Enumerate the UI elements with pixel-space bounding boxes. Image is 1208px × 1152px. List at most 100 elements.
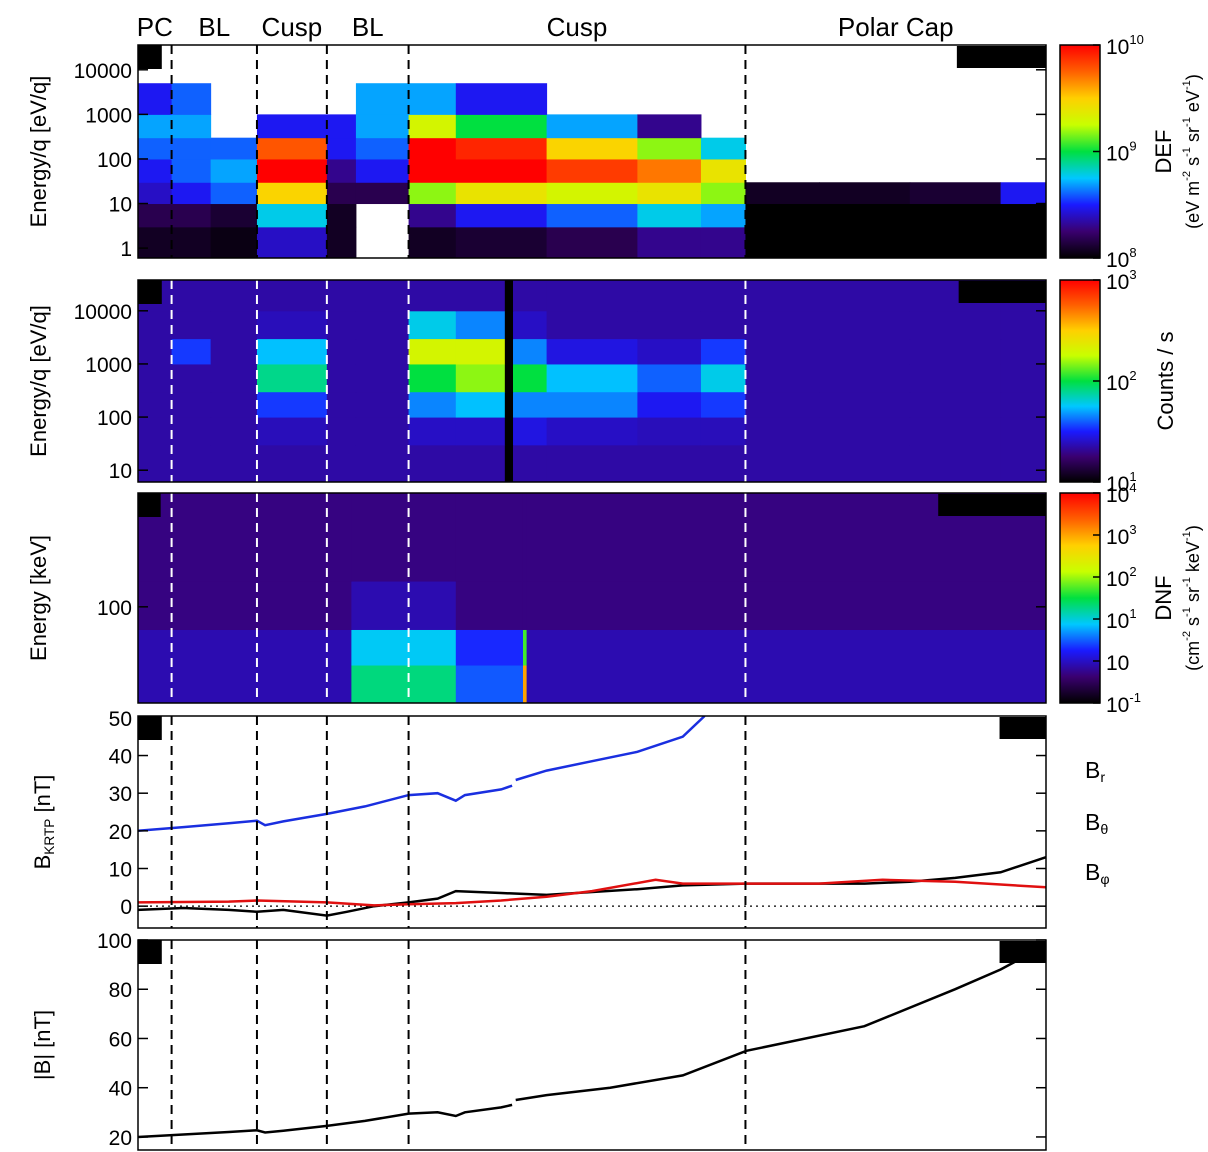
panel-label-box: [138, 716, 162, 740]
heatmap-cell: [138, 444, 173, 482]
heatmap-cell: [210, 203, 258, 228]
heatmap-cell: [909, 417, 1002, 446]
heatmap-cell: [455, 83, 548, 115]
panel-label: c): [141, 494, 158, 516]
heatmap-cell: [408, 444, 457, 482]
heatmap-cell: [210, 280, 258, 312]
heatmap-cell: [819, 391, 911, 418]
heatmap-cell: [171, 83, 212, 115]
heatmap-cell: [355, 114, 410, 139]
heatmap-cell: [700, 444, 746, 482]
heatmap-cell: [171, 158, 212, 183]
y-tick-label: 1: [120, 238, 132, 261]
heatmap-cell: [138, 137, 173, 160]
heatmap-cell: [408, 114, 457, 139]
colorbar-title: Counts / s: [1153, 331, 1178, 430]
heatmap-cell: [819, 310, 911, 340]
heatmap-cell: [326, 226, 357, 258]
series-line: [138, 878, 1046, 907]
y-axis-label: |B| [nT]: [30, 1010, 55, 1080]
heatmap-cell: [1000, 417, 1046, 446]
heatmap-cell: [504, 391, 514, 418]
colorbar-tick-label: 108: [1106, 245, 1137, 272]
heatmap-cell: [745, 417, 820, 446]
heatmap-cell: [256, 444, 328, 482]
heatmap-cell: [256, 417, 328, 446]
heatmap-cell: [138, 338, 173, 365]
heatmap-cell: [256, 391, 328, 418]
instrument-label: CAPS-ELS: [964, 49, 1043, 66]
heatmap-cell: [637, 444, 702, 482]
heatmap-cell: [408, 226, 457, 258]
y-tick-label: 80: [109, 979, 132, 1002]
legend-label: Bφ: [1085, 859, 1110, 888]
heatmap-cell: [326, 391, 357, 418]
heatmap-cell: [408, 363, 457, 393]
y-tick-label: 10: [109, 858, 132, 881]
heatmap-cell: [210, 338, 258, 365]
heatmap-cell: [171, 338, 212, 365]
heatmap-cell: [546, 310, 638, 340]
heatmap-cell: [210, 226, 258, 258]
heatmap-cell: [637, 137, 702, 160]
y-tick-label: 100: [97, 407, 132, 430]
heatmap-cell: [1000, 363, 1046, 393]
colorbar-tick-label: 1010: [1106, 32, 1144, 59]
heatmap-cell: [455, 203, 548, 228]
heatmap-cell: [819, 226, 911, 258]
legend-label: Br: [1085, 757, 1105, 786]
region-label: BL: [352, 12, 384, 42]
heatmap-cell: [1000, 310, 1046, 340]
heatmap-cell: [171, 182, 212, 205]
heatmap-cell: [138, 417, 173, 446]
heatmap-cell: [504, 363, 514, 393]
heatmap-cell: [355, 137, 410, 160]
instrument-label-box: [999, 941, 1046, 963]
heatmap-cell: [408, 158, 457, 183]
region-label: Cusp: [262, 12, 323, 42]
heatmap-cell: [819, 444, 911, 482]
heatmap-cell: [351, 665, 457, 703]
heatmap-cell: [171, 203, 212, 228]
colorbar-tick-label: 102: [1106, 368, 1137, 395]
heatmap-cell: [455, 338, 506, 365]
heatmap-cell: [355, 83, 410, 115]
heatmap-cell: [355, 338, 410, 365]
heatmap-cell: [546, 182, 638, 205]
heatmap-cell: [504, 444, 514, 482]
heatmap-cell: [546, 444, 638, 482]
heatmap-cell: [408, 83, 457, 115]
y-axis-label: Energy/q [eV/q]: [26, 76, 51, 228]
heatmap-cell: [700, 203, 746, 228]
legend-label: Bθ: [1085, 809, 1108, 838]
heatmap-cell: [455, 310, 506, 340]
panel-label: e): [141, 941, 159, 963]
heatmap-cell: [326, 363, 357, 393]
heatmap-cell: [526, 581, 1046, 630]
heatmap-cell: [138, 363, 173, 393]
heatmap-cell: [455, 363, 506, 393]
y-axis-label: Energy/q [eV/q]: [26, 305, 51, 457]
heatmap-cell: [355, 363, 410, 393]
y-tick-label: 10: [109, 460, 132, 483]
heatmap-cell: [171, 280, 212, 312]
heatmap-cell: [455, 226, 548, 258]
heatmap-cell: [1000, 182, 1046, 205]
heatmap-cell: [637, 226, 702, 258]
y-tick-label: 20: [109, 1126, 132, 1149]
heatmap-cell: [455, 391, 506, 418]
heatmap-cell: [504, 417, 514, 446]
heatmap-cell: [637, 363, 702, 393]
heatmap-cell: [408, 182, 457, 205]
heatmap-cell: [745, 444, 820, 482]
instrument-label-box: [956, 46, 1046, 68]
panel-frame: [137, 279, 1047, 483]
heatmap-cell: [138, 493, 352, 582]
heatmap-cell: [171, 137, 212, 160]
series-line: [138, 856, 1046, 917]
heatmap-cell: [745, 203, 820, 228]
heatmap-cell: [455, 158, 548, 183]
heatmap-cell: [513, 338, 548, 365]
heatmap-cell: [513, 280, 548, 312]
